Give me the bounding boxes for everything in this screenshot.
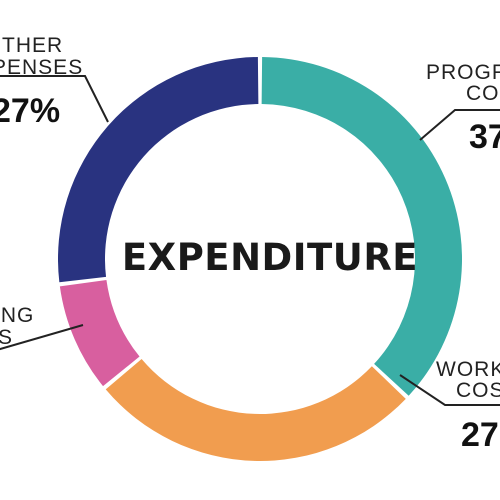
value-working: 27 bbox=[461, 416, 499, 454]
label-fundraising-line1: ING bbox=[0, 304, 34, 327]
leader-line-working bbox=[399, 374, 500, 406]
slice-working bbox=[105, 359, 406, 461]
slice-programme bbox=[261, 57, 462, 396]
slice-fundraising bbox=[59, 280, 140, 387]
label-programme-line2: COS bbox=[466, 82, 500, 105]
leader-line-other bbox=[0, 75, 109, 123]
label-fundraising-line2: S bbox=[0, 326, 13, 349]
label-working-line2: COS bbox=[456, 379, 500, 402]
chart-title: EXPENDITURE bbox=[122, 236, 418, 279]
label-working-line1: WORK bbox=[436, 358, 500, 381]
label-other-line2: PENSES bbox=[0, 56, 83, 79]
slice-other bbox=[58, 57, 259, 283]
value-other: 27% bbox=[0, 92, 60, 130]
value-programme: 37 bbox=[469, 118, 500, 156]
label-other-line1: THER bbox=[2, 34, 63, 57]
leader-line-fundraising bbox=[0, 324, 84, 351]
leader-line-programme bbox=[419, 109, 500, 141]
donut-slices bbox=[58, 57, 462, 461]
label-programme-line1: PROGR bbox=[426, 61, 500, 84]
